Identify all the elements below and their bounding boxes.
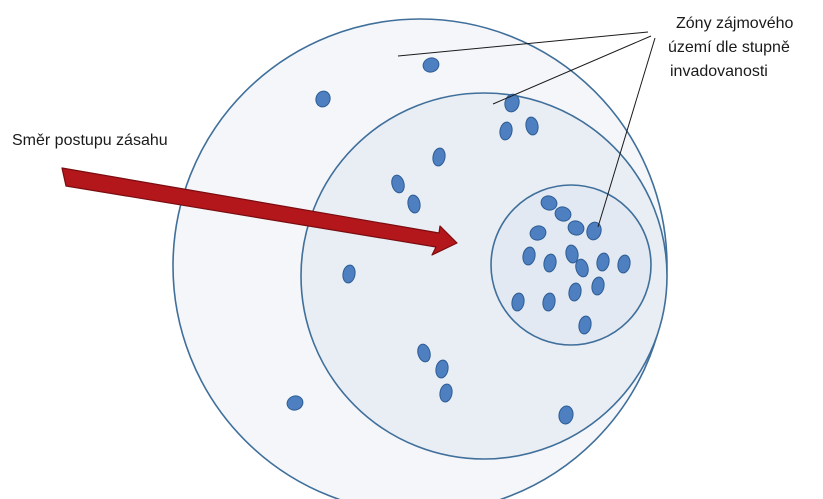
invasive-occurrence-dot	[567, 220, 585, 236]
invasive-occurrence-dot	[525, 116, 539, 136]
invasive-occurrence-dot	[439, 383, 453, 403]
invasive-occurrence-dot	[529, 225, 547, 241]
invasive-occurrence-dot	[522, 246, 536, 266]
invasive-occurrence-dot	[540, 195, 558, 211]
outer-zone-dots	[286, 57, 440, 411]
invasive-occurrence-dot	[342, 264, 356, 284]
invasive-occurrence-dot	[391, 174, 405, 194]
leader-line-inner-zone	[597, 37, 656, 228]
invasive-occurrence-dot	[417, 343, 431, 363]
middle-zone-dots	[391, 93, 574, 425]
inner-zone-dots	[511, 195, 631, 335]
invasive-occurrence-dot	[568, 282, 582, 302]
invasive-occurrence-dot	[591, 276, 605, 296]
zones-label-line-1: Zóny zájmového	[676, 15, 793, 32]
zone-leader-lines	[397, 31, 656, 228]
invasive-occurrence-dot	[432, 147, 446, 167]
direction-arrow	[61, 167, 458, 256]
direction-label: Směr postupu zásahu	[12, 132, 168, 149]
zones-label-line-2: území dle stupně	[668, 39, 790, 56]
invasive-occurrence-dot	[578, 315, 592, 335]
invasive-occurrence-dot	[543, 253, 557, 273]
invasive-occurrence-dot	[315, 90, 331, 108]
leader-line-outer-zone	[397, 31, 649, 57]
invasive-occurrence-dot	[575, 258, 589, 278]
invasive-occurrence-dot	[286, 395, 304, 411]
invasive-occurrence-dot	[435, 359, 449, 379]
invasive-occurrence-dot	[554, 206, 572, 222]
invasive-occurrence-dot	[586, 221, 602, 241]
invasive-occurrence-dot	[596, 252, 610, 272]
invasive-occurrence-dot	[422, 57, 440, 73]
invasive-occurrence-dot	[565, 244, 579, 264]
arrow-shape	[61, 167, 458, 256]
invasive-occurrence-dot	[542, 292, 556, 312]
invasive-occurrence-dot	[499, 121, 513, 141]
invasive-occurrence-dot	[558, 405, 574, 425]
leader-line-middle-zone	[492, 35, 652, 105]
invasive-occurrence-dot	[511, 292, 525, 312]
inner-zone	[490, 184, 652, 346]
zones-label-line-3: invadovanosti	[670, 63, 768, 80]
invasive-occurrence-dot	[407, 194, 421, 214]
invasive-occurrence-dot	[617, 254, 631, 274]
